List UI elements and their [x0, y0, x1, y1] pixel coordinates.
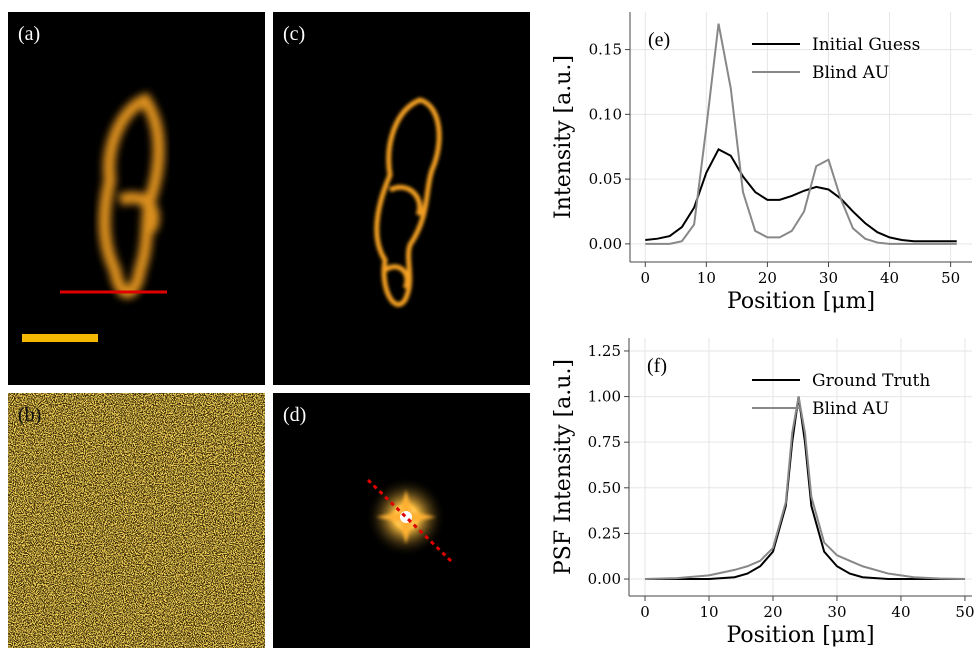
y-tick-label: 0.75	[588, 433, 621, 451]
x-axis-label: Position [μm]	[726, 623, 874, 648]
panel-d: (d)	[273, 393, 530, 648]
line-series	[645, 23, 957, 245]
panel-a: (a)	[8, 12, 265, 385]
y-tick-label: 0.15	[589, 41, 622, 59]
y-axis-label: PSF Intensity [a.u.]	[551, 359, 576, 575]
panel-c: (c)	[273, 12, 530, 385]
y-axis-label: Intensity [a.u.]	[551, 55, 576, 219]
y-tick-label: 0.05	[589, 170, 622, 188]
x-tick-label: 40	[891, 603, 910, 621]
y-tick-label: 1.25	[588, 342, 621, 360]
panel-label: (d)	[283, 404, 306, 426]
panel-label: (a)	[18, 23, 40, 45]
x-tick-label: 20	[763, 603, 782, 621]
x-tick-label: 10	[697, 269, 716, 287]
x-tick-label: 10	[699, 603, 718, 621]
x-tick-label: 0	[640, 269, 650, 287]
x-tick-label: 30	[827, 603, 846, 621]
y-tick-label: 0.10	[589, 105, 622, 123]
y-tick-label: 0.25	[588, 524, 621, 542]
x-tick-label: 50	[941, 269, 960, 287]
panel-label: (f)	[647, 355, 667, 377]
legend-label: Initial Guess	[812, 35, 920, 55]
x-tick-label: 40	[880, 269, 899, 287]
panel-b: (b)	[8, 393, 265, 648]
panel-label: (c)	[283, 23, 305, 45]
y-tick-label: 1.00	[588, 388, 621, 406]
y-tick-label: 0.00	[588, 570, 621, 588]
x-axis-label: Position [μm]	[727, 289, 875, 314]
legend-label: Blind AU	[812, 63, 889, 83]
panel-label: (b)	[18, 404, 41, 426]
x-tick-label: 0	[640, 603, 650, 621]
y-tick-label: 0.50	[588, 479, 621, 497]
legend-label: Blind AU	[812, 399, 889, 419]
x-tick-label: 30	[819, 269, 838, 287]
x-tick-label: 50	[955, 603, 974, 621]
y-tick-label: 0.00	[589, 235, 622, 253]
panel-label: (e)	[648, 29, 670, 51]
x-tick-label: 20	[758, 269, 777, 287]
legend-label: Ground Truth	[812, 371, 930, 391]
line-series	[644, 396, 965, 581]
